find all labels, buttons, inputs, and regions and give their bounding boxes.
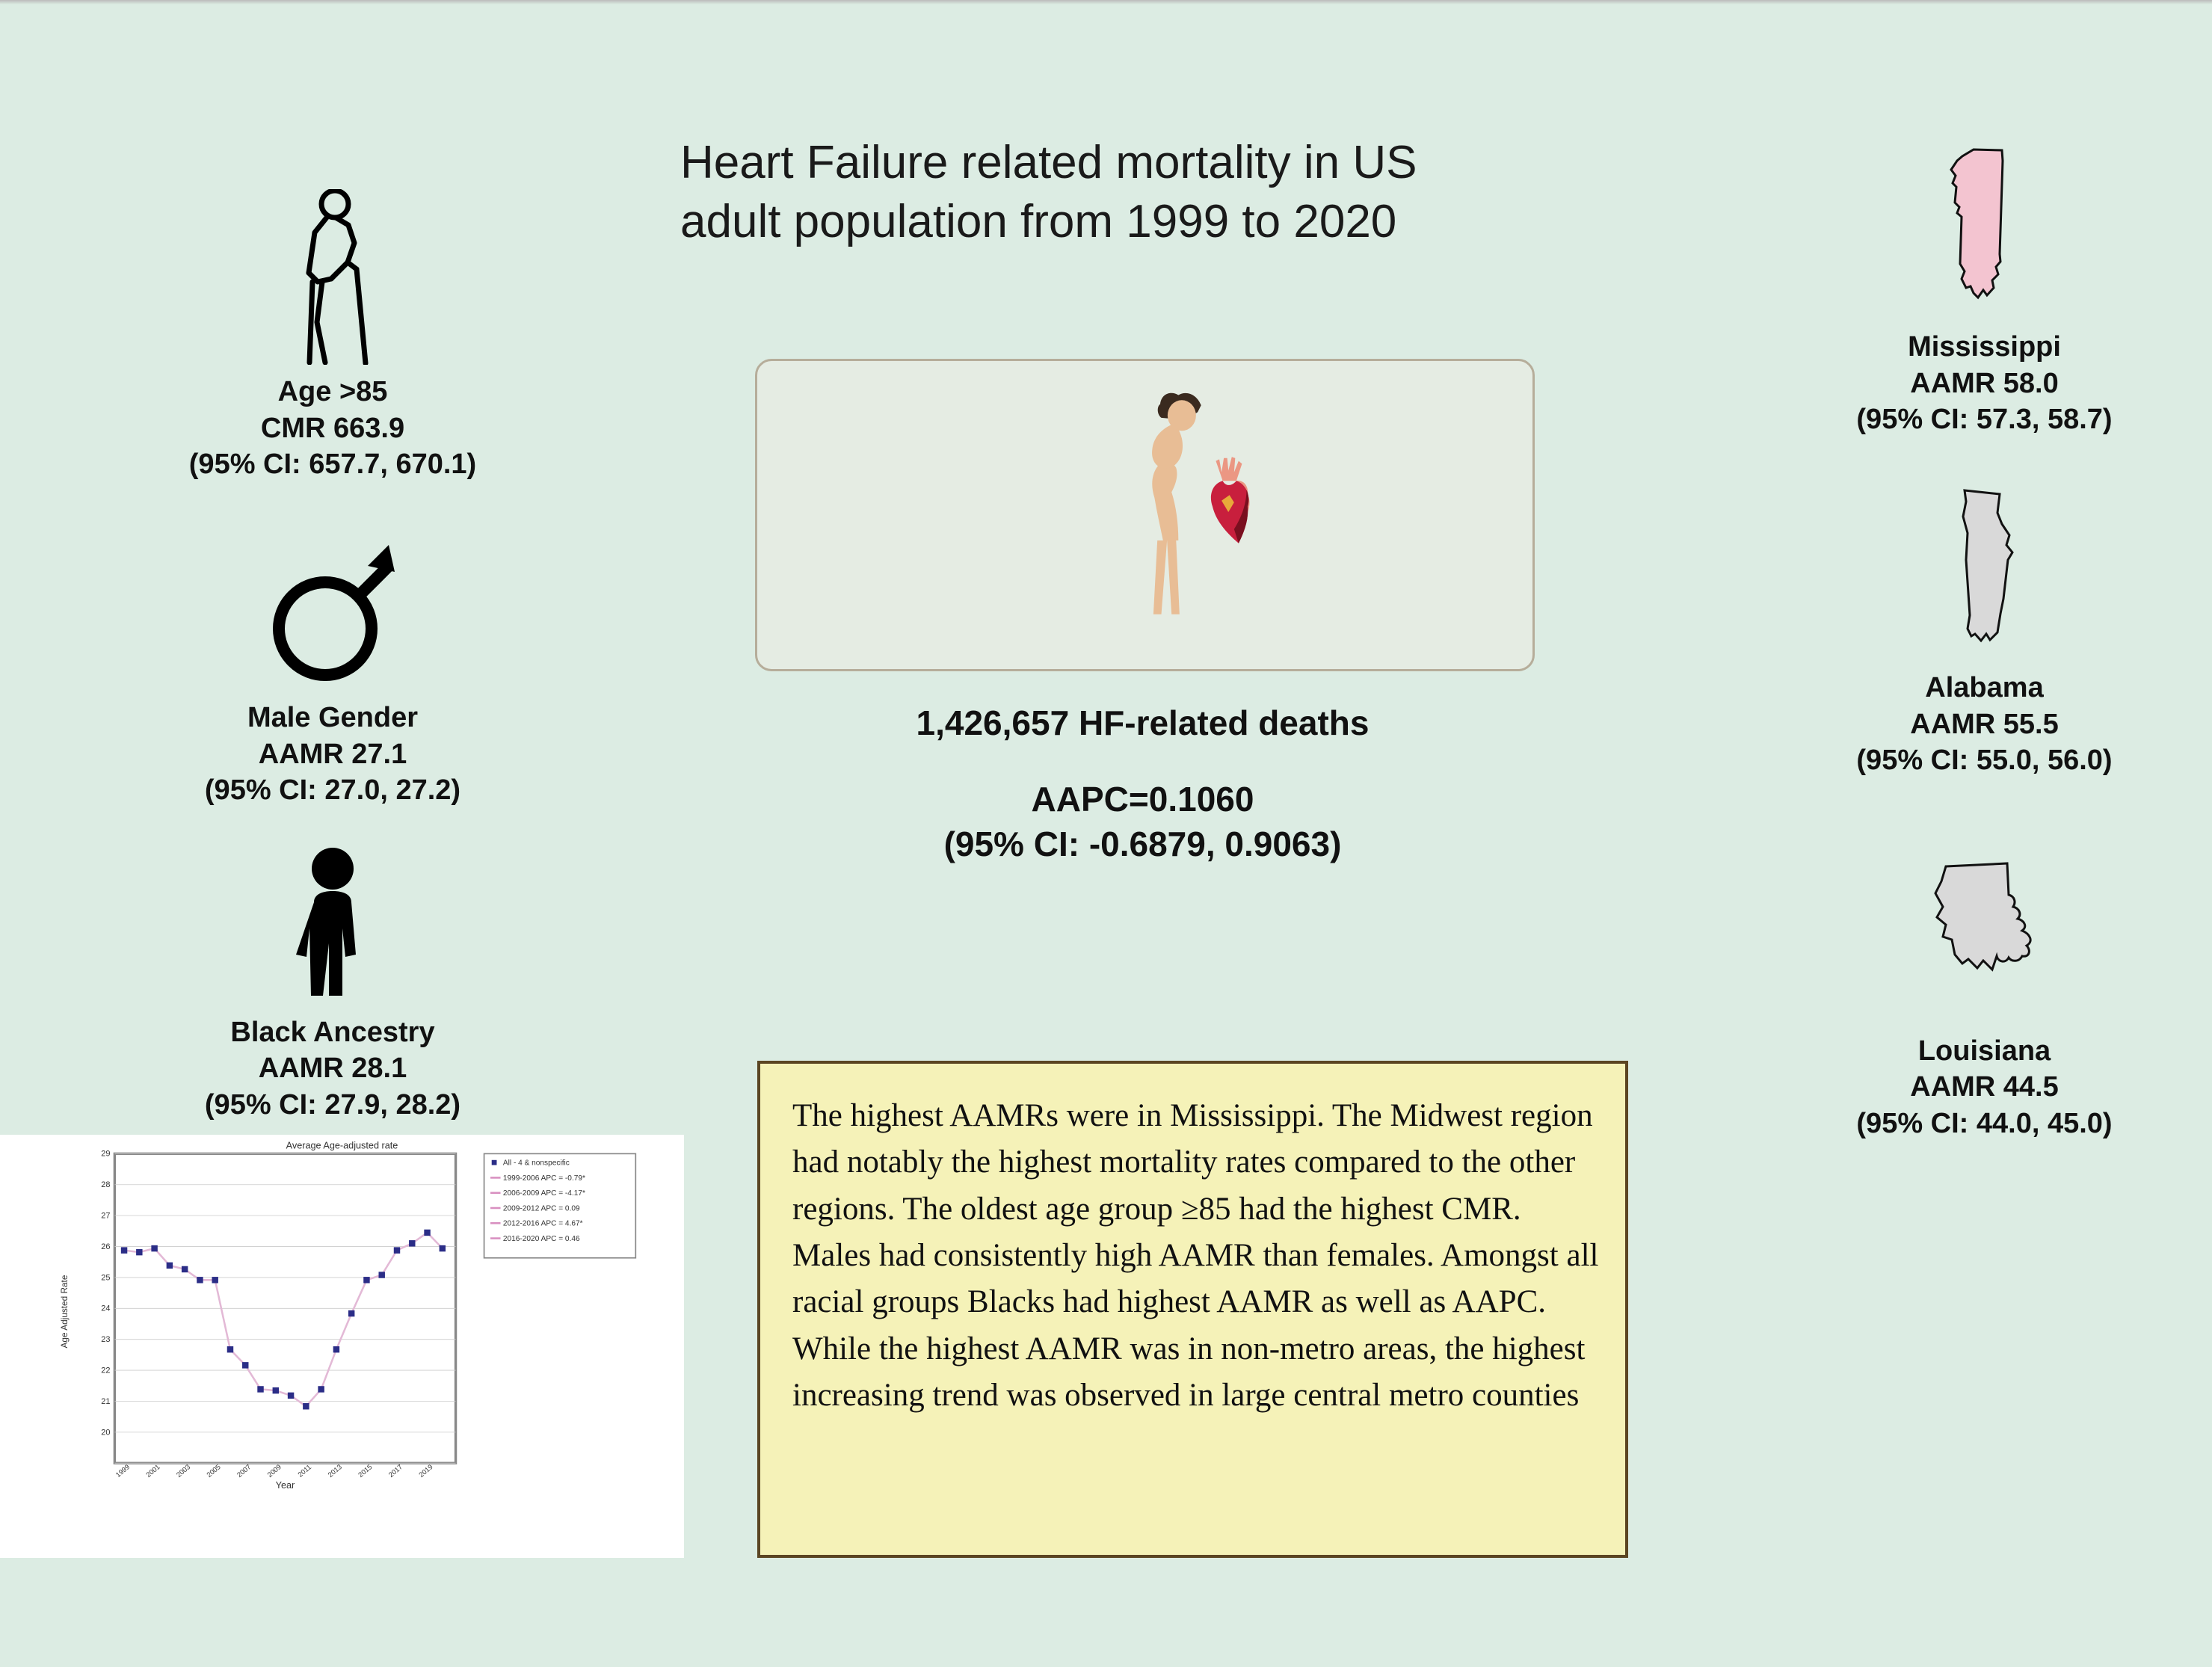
svg-text:2009: 2009	[266, 1463, 283, 1479]
svg-text:2011: 2011	[297, 1463, 313, 1478]
svg-text:28: 28	[101, 1180, 110, 1189]
svg-text:2009-2012 APC = 0.09: 2009-2012 APC = 0.09	[503, 1204, 580, 1212]
svg-text:2019: 2019	[417, 1463, 434, 1479]
svg-text:2007: 2007	[235, 1463, 252, 1479]
svg-text:25: 25	[101, 1273, 110, 1282]
svg-text:29: 29	[101, 1150, 110, 1159]
svg-text:Average Age-adjusted rate: Average Age-adjusted rate	[286, 1141, 398, 1151]
svg-text:21: 21	[101, 1397, 110, 1406]
svg-text:2001: 2001	[145, 1463, 161, 1479]
svg-text:2013: 2013	[327, 1463, 343, 1479]
svg-text:2016-2020 APC = 0.46: 2016-2020 APC = 0.46	[503, 1235, 580, 1243]
svg-text:2015: 2015	[357, 1463, 373, 1479]
svg-text:2012-2016 APC = 4.67*: 2012-2016 APC = 4.67*	[503, 1220, 583, 1228]
svg-text:26: 26	[101, 1242, 110, 1251]
svg-text:1999-2006 APC = -0.79*: 1999-2006 APC = -0.79*	[503, 1174, 585, 1183]
svg-text:24: 24	[101, 1304, 110, 1313]
svg-text:23: 23	[101, 1335, 110, 1344]
svg-text:2017: 2017	[387, 1463, 404, 1479]
svg-text:2006-2009 APC = -4.17*: 2006-2009 APC = -4.17*	[503, 1189, 585, 1198]
svg-text:1999: 1999	[114, 1463, 131, 1479]
svg-text:Year: Year	[276, 1480, 295, 1491]
svg-text:All - 4 & nonspecific: All - 4 & nonspecific	[503, 1159, 570, 1168]
svg-text:Age Adjusted Rate: Age Adjusted Rate	[59, 1275, 70, 1348]
svg-text:27: 27	[101, 1212, 110, 1221]
svg-text:2003: 2003	[175, 1463, 191, 1479]
svg-text:20: 20	[101, 1428, 110, 1437]
svg-text:2005: 2005	[206, 1463, 222, 1479]
svg-text:22: 22	[101, 1366, 110, 1375]
